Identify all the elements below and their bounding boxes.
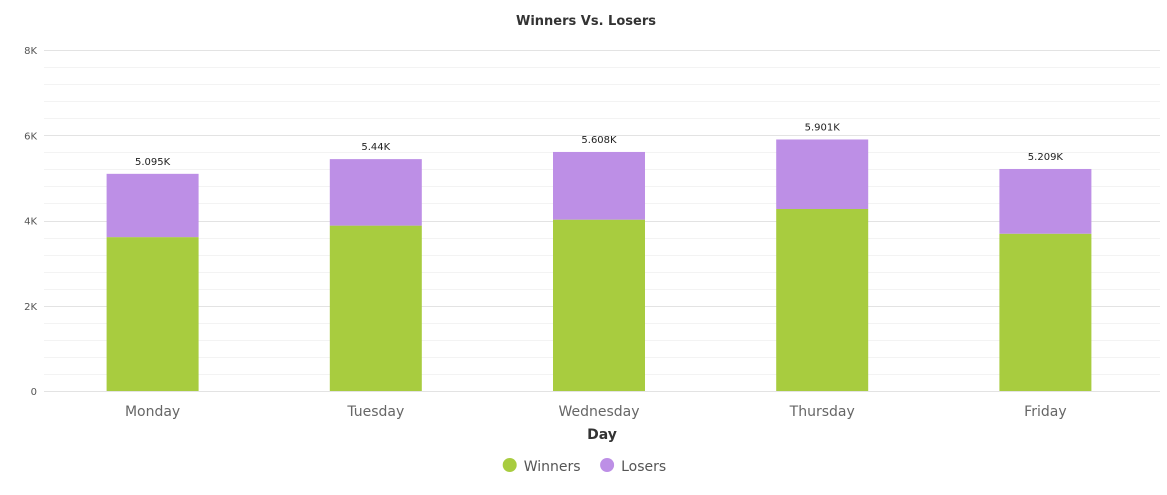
legend-swatch — [502, 458, 517, 472]
x-tick-label: Monday — [125, 404, 180, 420]
bar-losers-wednesday[interactable] — [553, 151, 645, 220]
bar-losers-tuesday[interactable] — [329, 159, 422, 226]
legend-item-winners[interactable]: Winners — [502, 458, 581, 475]
legend-swatch — [600, 458, 615, 472]
bar-winners-wednesday[interactable] — [553, 219, 645, 391]
x-tick-label: Friday — [1024, 404, 1066, 420]
legend-item-losers[interactable]: Losers — [600, 458, 666, 475]
bar-winners-thursday[interactable] — [776, 208, 869, 391]
x-axis: Monday Tuesday Wednesday Thursday Friday — [125, 404, 1067, 420]
total-data-label: 5.209K — [1028, 152, 1064, 163]
y-tick-label: 2K — [24, 302, 37, 313]
bar-losers-friday[interactable] — [999, 168, 1092, 234]
bar-losers-monday[interactable] — [106, 173, 199, 238]
legend: Winners Losers — [502, 458, 666, 475]
legend-label: Winners — [524, 459, 581, 475]
bar-winners-tuesday[interactable] — [329, 225, 422, 391]
y-tick-label: 0 — [31, 387, 37, 398]
total-data-label: 5.608K — [581, 135, 617, 146]
y-tick-label: 6K — [24, 131, 37, 142]
x-tick-label: Tuesday — [346, 404, 404, 420]
bar-winners-monday[interactable] — [106, 237, 199, 391]
y-axis: 0 2K 4K 6K 8K — [24, 46, 37, 398]
x-tick-label: Wednesday — [558, 404, 639, 420]
total-data-label: 5.901K — [805, 122, 841, 133]
bars: 5.095K 5.44K 5.608K 5.901K 5.209K — [106, 122, 1092, 391]
y-tick-label: 8K — [24, 46, 37, 57]
y-tick-label: 4K — [24, 217, 37, 228]
bar-winners-friday[interactable] — [999, 233, 1092, 391]
total-data-label: 5.44K — [361, 142, 390, 153]
x-axis-title: Day — [587, 427, 617, 443]
bar-losers-thursday[interactable] — [776, 139, 869, 209]
total-data-label: 5.095K — [135, 157, 171, 168]
chart-title: Winners Vs. Losers — [516, 14, 656, 29]
legend-label: Losers — [621, 459, 666, 475]
x-tick-label: Thursday — [789, 404, 855, 420]
